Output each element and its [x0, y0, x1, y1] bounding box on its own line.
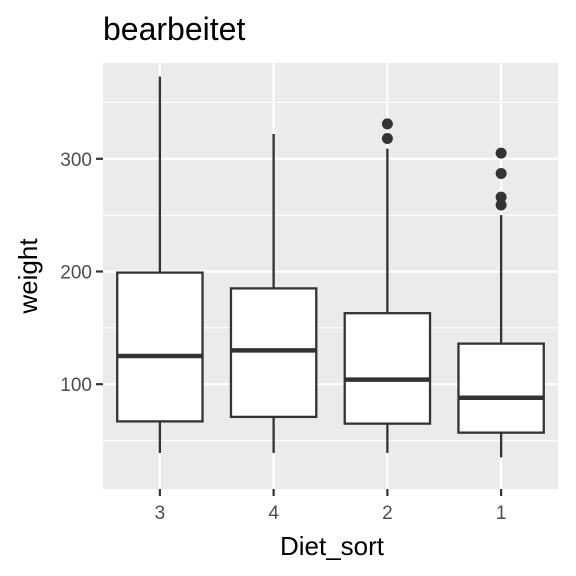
- outlier-point: [495, 191, 507, 203]
- outlier-point: [381, 118, 393, 130]
- x-axis-title: Diet_sort: [280, 531, 385, 561]
- y-tick-label: 200: [60, 262, 92, 283]
- outlier-point: [495, 167, 507, 179]
- x-tick-label: 1: [496, 503, 507, 524]
- box-iqr: [343, 312, 432, 425]
- x-tick-label: 4: [268, 503, 279, 524]
- x-tick-label: 3: [155, 503, 166, 524]
- chart-title: bearbeitet: [103, 11, 245, 47]
- box-iqr: [116, 271, 204, 423]
- outlier-point: [381, 133, 393, 145]
- y-tick-label: 100: [60, 375, 92, 396]
- box-iqr: [229, 287, 318, 419]
- box-iqr: [457, 342, 545, 434]
- box-1: [457, 147, 545, 458]
- x-tick-label: 2: [382, 503, 393, 524]
- outlier-point: [495, 147, 507, 159]
- outlier-point: [495, 199, 507, 211]
- box-series: [116, 76, 545, 458]
- y-axis: 100 200 300: [60, 150, 103, 396]
- box-3: [116, 76, 204, 453]
- y-axis-title: weight: [13, 238, 43, 315]
- box-2: [343, 118, 432, 453]
- x-axis: 3 4 2 1: [155, 489, 507, 524]
- y-tick-label: 300: [60, 150, 92, 171]
- box-4: [229, 134, 318, 453]
